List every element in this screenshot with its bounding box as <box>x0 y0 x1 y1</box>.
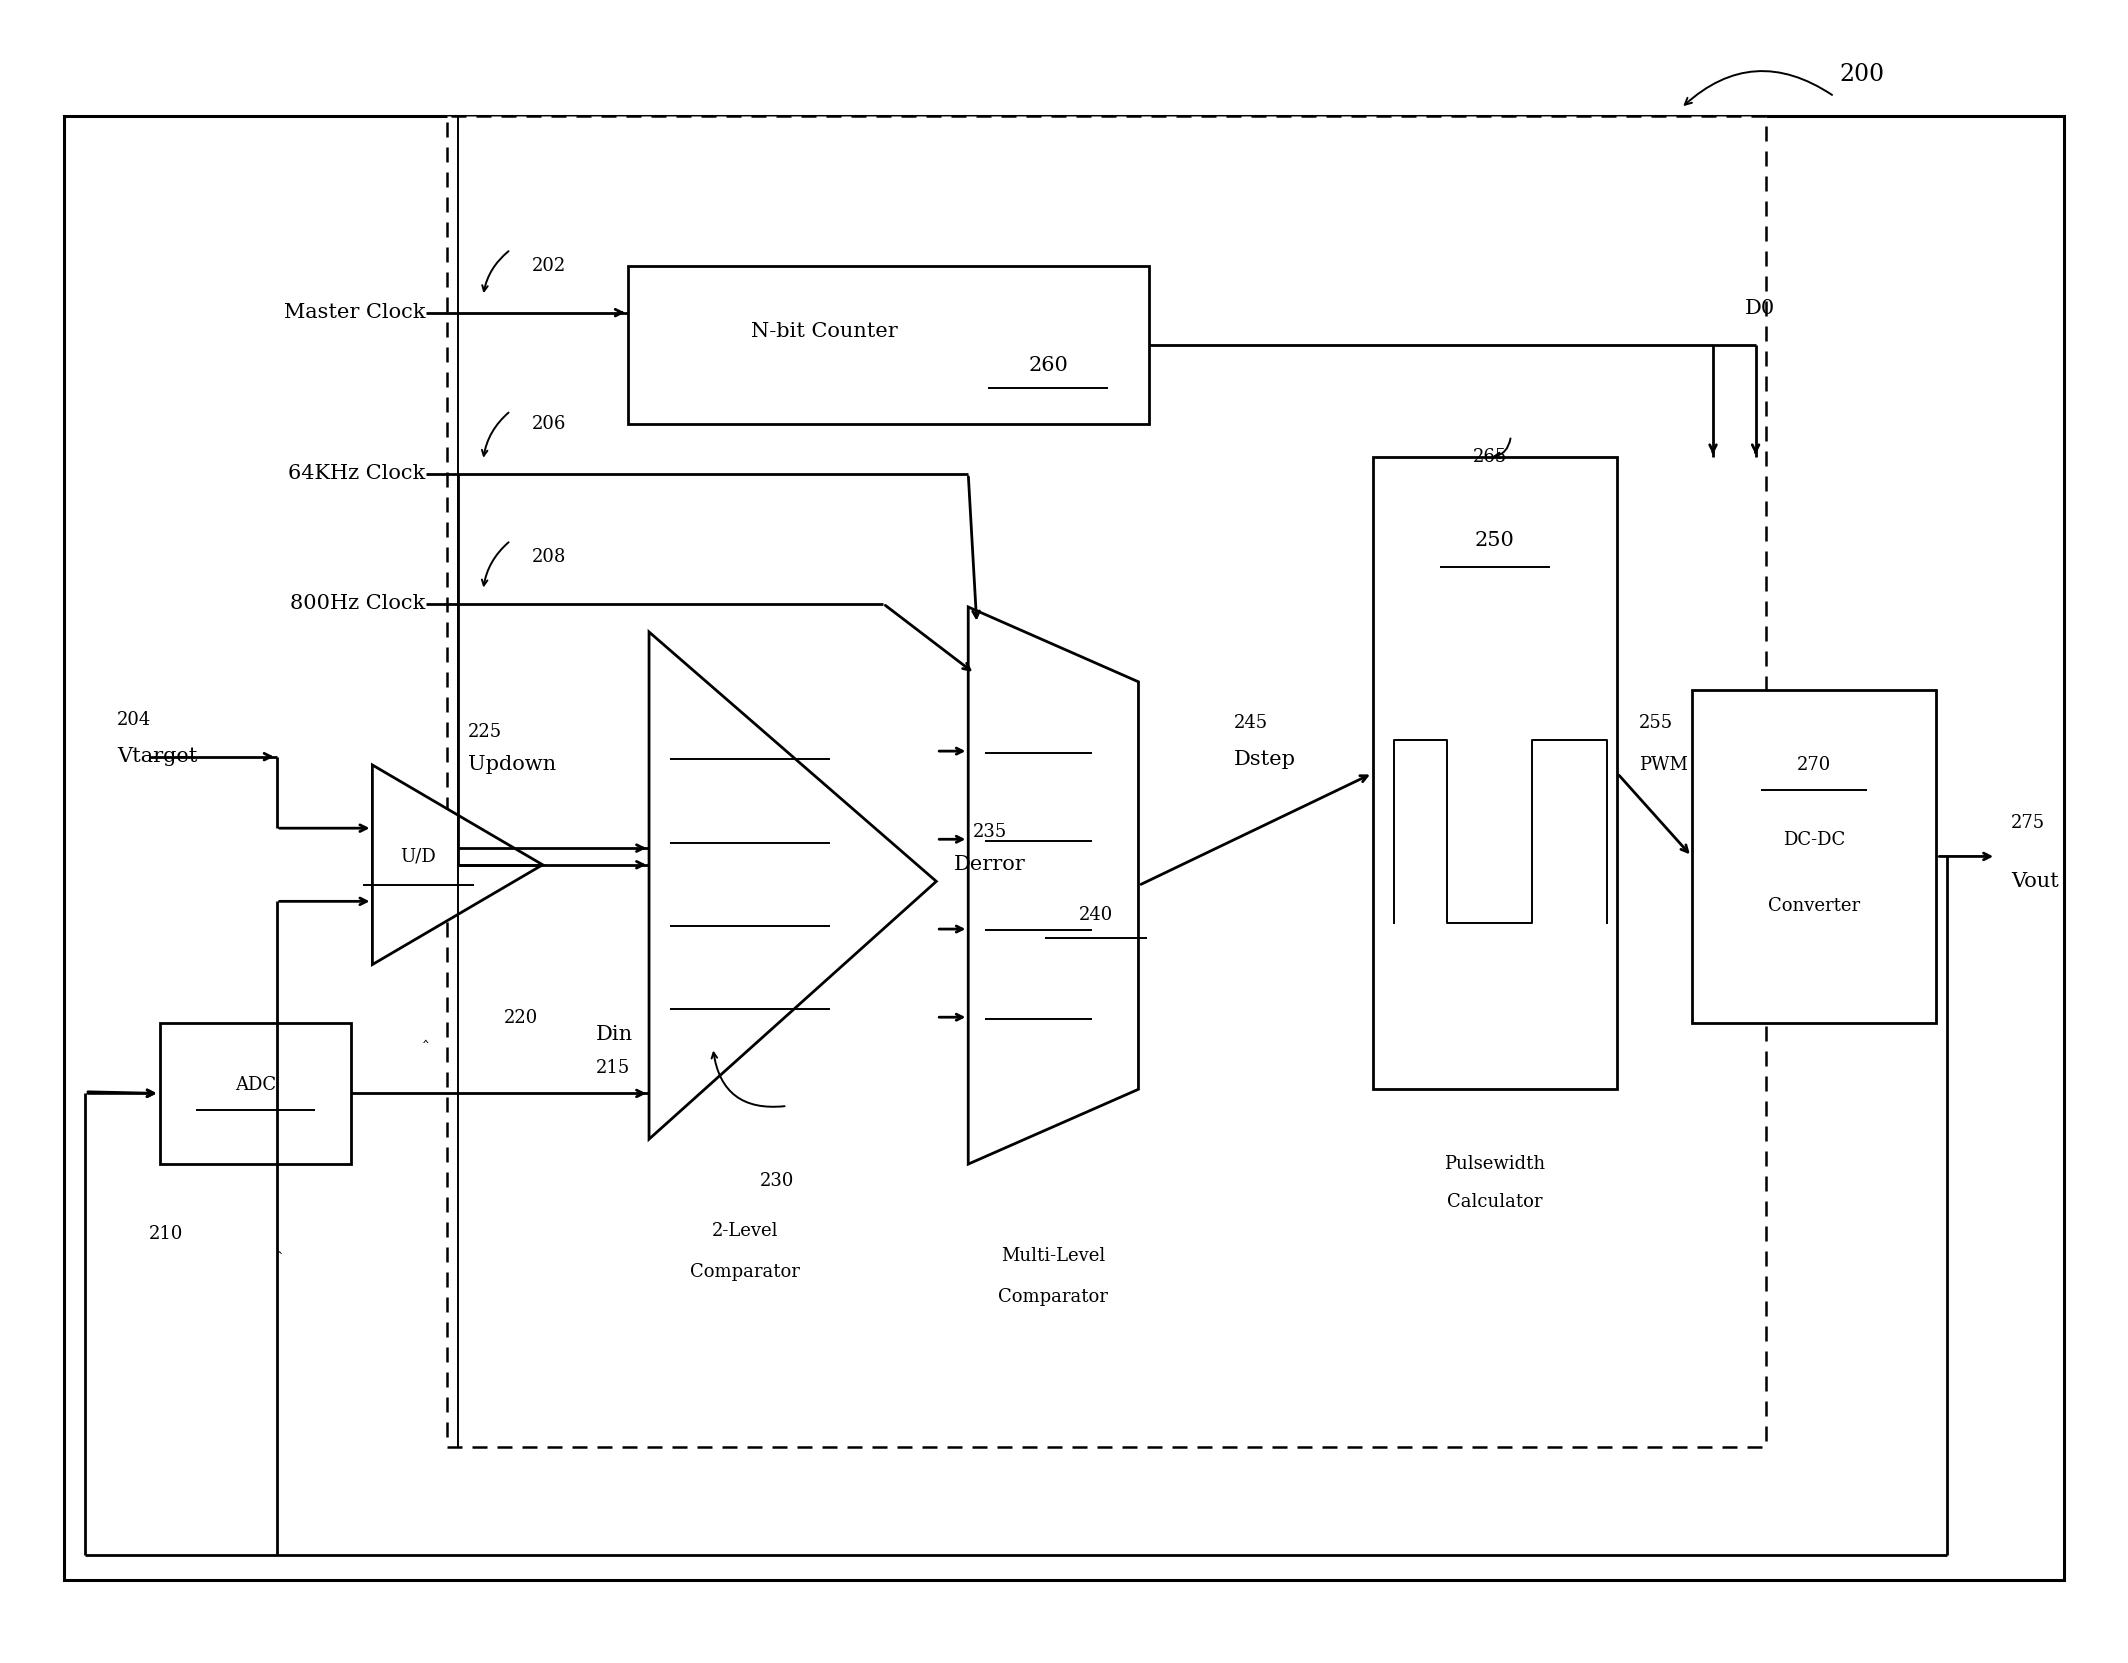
Text: 250: 250 <box>1475 530 1515 550</box>
Text: 260: 260 <box>1028 356 1068 374</box>
Text: 275: 275 <box>2011 815 2045 832</box>
Text: 240: 240 <box>1079 906 1113 923</box>
Bar <box>160 1023 351 1164</box>
Text: 270: 270 <box>1796 757 1832 773</box>
Text: 200: 200 <box>1839 63 1885 86</box>
Text: 245: 245 <box>1234 715 1268 732</box>
Text: 235: 235 <box>972 823 1007 840</box>
Text: 204: 204 <box>117 712 151 728</box>
Text: Updown: Updown <box>468 755 555 775</box>
Text: 215: 215 <box>596 1059 630 1076</box>
Bar <box>628 266 1149 424</box>
Text: 64KHz Clock: 64KHz Clock <box>289 464 426 484</box>
Text: Master Clock: Master Clock <box>285 303 426 323</box>
Text: N-bit Counter: N-bit Counter <box>751 323 898 341</box>
Text: 220: 220 <box>504 1009 538 1026</box>
Polygon shape <box>649 632 936 1139</box>
Text: Calculator: Calculator <box>1447 1194 1543 1211</box>
Text: 800Hz Clock: 800Hz Clock <box>289 594 426 614</box>
Text: 230: 230 <box>760 1172 794 1189</box>
Text: 225: 225 <box>468 723 502 740</box>
Text: Vtarget: Vtarget <box>117 747 198 767</box>
Bar <box>64 116 2064 1580</box>
Text: Vout: Vout <box>2011 871 2058 891</box>
Text: 202: 202 <box>532 258 566 274</box>
Text: ‸: ‸ <box>423 1026 428 1043</box>
Text: DC-DC: DC-DC <box>1783 832 1845 848</box>
Text: PWM: PWM <box>1639 757 1688 773</box>
Text: U/D: U/D <box>400 848 436 865</box>
Text: Derror: Derror <box>953 855 1026 875</box>
Polygon shape <box>968 607 1138 1164</box>
Polygon shape <box>372 765 543 965</box>
Text: Converter: Converter <box>1768 898 1860 915</box>
Text: Dstep: Dstep <box>1234 750 1296 770</box>
Text: Multi-Level: Multi-Level <box>1002 1247 1104 1264</box>
Text: ‸: ‸ <box>277 1241 281 1254</box>
Text: ADC: ADC <box>234 1076 277 1094</box>
Text: D0: D0 <box>1745 299 1775 318</box>
Text: 265: 265 <box>1473 449 1507 466</box>
Text: Din: Din <box>596 1024 632 1044</box>
Text: Comparator: Comparator <box>689 1264 800 1281</box>
Text: 210: 210 <box>149 1226 183 1242</box>
Text: 2-Level: 2-Level <box>711 1222 779 1239</box>
Text: Comparator: Comparator <box>998 1289 1109 1305</box>
Bar <box>1373 457 1617 1089</box>
Text: 208: 208 <box>532 549 566 565</box>
Text: 206: 206 <box>532 416 566 432</box>
Bar <box>447 116 1766 1447</box>
Bar <box>1692 690 1936 1023</box>
Text: 255: 255 <box>1639 715 1673 732</box>
Text: Pulsewidth: Pulsewidth <box>1445 1156 1545 1172</box>
